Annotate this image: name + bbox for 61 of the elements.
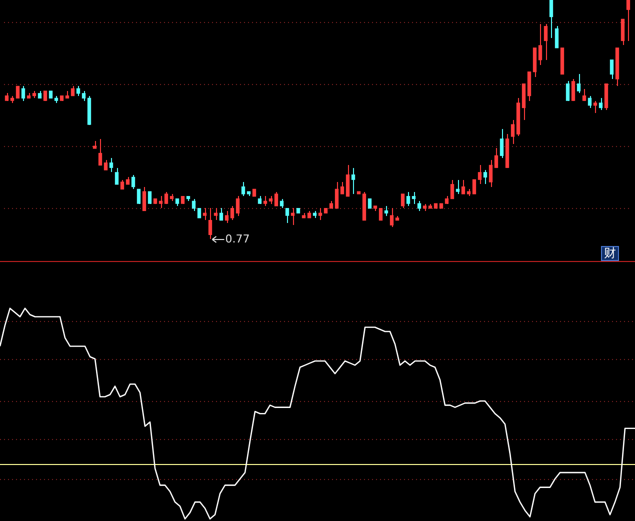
candlestick xyxy=(109,158,114,172)
candlestick xyxy=(241,182,246,196)
candlestick xyxy=(346,164,350,197)
candlestick xyxy=(549,0,554,38)
annotation: 0.77 xyxy=(225,232,250,246)
candlestick xyxy=(598,98,603,110)
candlestick xyxy=(500,128,504,158)
text: 财 xyxy=(601,246,619,261)
candlestick xyxy=(16,86,20,99)
candlestick xyxy=(202,208,207,220)
candlestick xyxy=(208,208,212,240)
candlestick xyxy=(142,186,146,212)
candlestick xyxy=(82,90,86,102)
candlestick xyxy=(571,78,576,102)
candlestick xyxy=(384,206,388,216)
candlestick xyxy=(230,206,234,220)
candlestick xyxy=(274,192,278,206)
candlestick xyxy=(351,168,356,194)
candlestick xyxy=(192,198,196,212)
candlestick xyxy=(400,194,405,208)
candlestick xyxy=(588,96,592,108)
candlestick xyxy=(538,24,542,66)
candlestick xyxy=(620,18,625,46)
candlestick xyxy=(334,182,339,209)
candlestick xyxy=(263,196,268,206)
candlestick xyxy=(483,170,488,184)
candlestick xyxy=(224,210,229,224)
candlestick xyxy=(488,160,493,188)
candlestick xyxy=(417,200,422,212)
candlestick xyxy=(214,208,218,220)
candlestick xyxy=(131,174,136,190)
candlestick xyxy=(114,168,119,185)
candlestick xyxy=(104,160,108,170)
candlestick xyxy=(285,208,290,224)
candlestick xyxy=(378,208,383,221)
candlestick xyxy=(390,208,394,228)
candlestick xyxy=(290,208,295,226)
candlestick xyxy=(626,0,630,42)
candlestick xyxy=(318,208,322,220)
candlestick xyxy=(472,179,476,194)
candlestick xyxy=(450,180,454,200)
candlestick xyxy=(412,192,416,204)
candlestick xyxy=(566,80,570,102)
candlestick xyxy=(593,100,598,114)
candlestick xyxy=(158,196,163,208)
candlestick xyxy=(456,180,460,194)
candlestick xyxy=(610,60,614,80)
candlestick xyxy=(98,138,102,166)
candlestick xyxy=(544,24,548,60)
candlestick xyxy=(554,26,559,48)
candlestick xyxy=(406,192,410,206)
candlestick xyxy=(510,120,515,144)
candlestick xyxy=(576,74,581,94)
candlestick xyxy=(478,164,482,184)
candlestick xyxy=(236,196,240,216)
candlestick xyxy=(219,208,224,221)
candlestick xyxy=(461,180,466,194)
candlestick xyxy=(340,182,344,194)
candlestick xyxy=(494,148,498,168)
candlestick xyxy=(136,188,141,204)
candlestick xyxy=(21,86,26,102)
